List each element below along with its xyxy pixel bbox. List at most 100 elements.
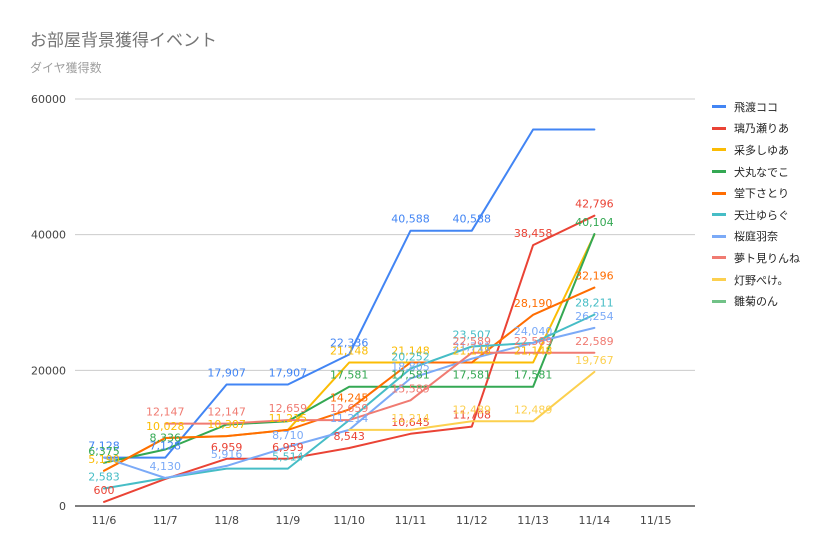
x-tick-label: 11/14 [579, 514, 611, 527]
data-label: 17,581 [391, 369, 430, 382]
data-label: 4,130 [150, 460, 182, 473]
data-label: 7,128 [88, 440, 120, 453]
series-line [103, 233, 596, 464]
legend-swatch [712, 126, 726, 130]
x-tick-label: 11/15 [640, 514, 672, 527]
legend-item: 灯野ぺけ。 [712, 269, 800, 291]
legend-label: 犬丸なでこ [734, 165, 789, 179]
legend-label: 桜庭羽奈 [734, 230, 778, 244]
data-label: 11,708 [453, 409, 492, 422]
legend-label: 天辻ゆらぐ [734, 208, 789, 222]
data-label: 17,581 [330, 369, 369, 382]
y-tick-label: 40000 [31, 229, 66, 242]
legend-swatch [712, 234, 726, 238]
series-line [103, 214, 596, 503]
data-label: 7,128 [150, 440, 182, 453]
data-label: 14,245 [330, 391, 369, 404]
data-label: 2,583 [88, 470, 120, 483]
legend-label: 采多しゆあ [734, 143, 789, 157]
data-label: 5,514 [272, 451, 304, 464]
data-label: 21,148 [330, 345, 369, 358]
legend-item: 璃乃瀬りあ [712, 118, 800, 140]
legend-item: 夢ト見りんね [712, 247, 800, 269]
data-label: 6,375 [88, 445, 120, 458]
data-label: 21,148 [391, 345, 430, 358]
legend-label: 夢ト見りんね [734, 251, 800, 265]
data-label: 17,907 [269, 367, 308, 380]
data-label: 40,104 [575, 216, 614, 229]
legend-item: 采多しゆあ [712, 139, 800, 161]
data-label: 8,543 [333, 430, 365, 443]
data-label: 20,252 [391, 351, 430, 364]
legend-swatch [712, 213, 726, 217]
chart-legend: 飛渡ココ璃乃瀬りあ采多しゆあ犬丸なでこ堂下さとり天辻ゆらぐ桜庭羽奈夢ト見りんね灯… [712, 96, 800, 312]
legend-item: 雛菊のん [712, 290, 800, 312]
data-label: 28,190 [514, 297, 553, 310]
legend-item: 堂下さとり [712, 182, 800, 204]
y-tick-label: 60000 [31, 93, 66, 106]
data-label: 19,767 [575, 354, 614, 367]
legend-item: 天辻ゆらぐ [712, 204, 800, 226]
data-label: 21,711 [453, 341, 492, 354]
x-tick-label: 11/13 [517, 514, 549, 527]
data-label: 600 [94, 484, 115, 497]
data-label: 40,588 [391, 213, 430, 226]
series-line [103, 286, 596, 472]
data-label: 12,489 [453, 403, 492, 416]
data-label: 18,805 [391, 360, 430, 373]
data-label: 11,214 [391, 412, 430, 425]
data-label: 32,196 [575, 270, 614, 283]
x-tick-label: 11/11 [395, 514, 427, 527]
data-label: 12,147 [207, 406, 246, 419]
data-label: 6,959 [272, 441, 304, 454]
legend-swatch [712, 191, 726, 195]
y-tick-label: 20000 [31, 364, 66, 377]
x-tick-label: 11/6 [92, 514, 117, 527]
series-line [348, 370, 596, 431]
legend-label: 璃乃瀬りあ [734, 122, 789, 136]
x-tick-label: 11/9 [276, 514, 301, 527]
data-label: 21,148 [453, 345, 492, 358]
data-label: 22,589 [514, 335, 553, 348]
legend-label: 堂下さとり [734, 187, 789, 201]
data-label: 5,916 [211, 448, 243, 461]
x-tick-label: 11/12 [456, 514, 488, 527]
legend-swatch [712, 278, 726, 282]
data-label: 12,659 [269, 402, 308, 415]
data-label: 12,489 [514, 403, 553, 416]
data-label: 5,190 [88, 453, 120, 466]
legend-swatch [712, 105, 726, 109]
x-tick-label: 11/10 [333, 514, 365, 527]
data-label: 8,710 [272, 429, 304, 442]
legend-item: 飛渡ココ [712, 96, 800, 118]
legend-item: 桜庭羽奈 [712, 226, 800, 248]
legend-label: 飛渡ココ [734, 100, 778, 114]
x-tick-label: 11/7 [153, 514, 178, 527]
data-label: 8,336 [150, 431, 182, 444]
chart-title: お部屋背景獲得イベント [30, 31, 217, 51]
data-label: 12,659 [330, 402, 369, 415]
data-label: 42,796 [575, 198, 614, 211]
data-label: 10,645 [391, 416, 430, 429]
data-label: 40,588 [453, 213, 492, 226]
legend-label: 雛菊のん [734, 295, 778, 309]
data-label: 6,959 [211, 441, 243, 454]
legend-swatch [712, 148, 726, 152]
data-label: 24,040 [514, 325, 553, 338]
data-label: 23,507 [453, 329, 492, 342]
data-label: 15,589 [391, 382, 430, 395]
legend-swatch [712, 170, 726, 174]
x-tick-label: 11/8 [214, 514, 239, 527]
series-line [103, 128, 596, 459]
data-label: 17,907 [207, 367, 246, 380]
y-tick-label: 0 [59, 500, 66, 513]
data-label: 11,214 [330, 412, 369, 425]
data-label: 10,028 [146, 420, 185, 433]
data-label: 17,581 [453, 369, 492, 382]
legend-swatch [712, 299, 726, 303]
data-label: 22,589 [575, 335, 614, 348]
legend-swatch [712, 256, 726, 260]
data-label: 22,336 [330, 336, 369, 349]
data-label: 28,211 [575, 297, 614, 310]
